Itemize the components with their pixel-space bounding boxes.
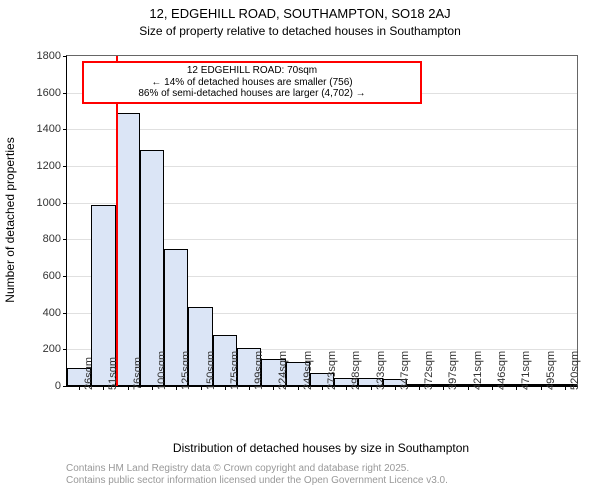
annotation-line-2: ← 14% of detached houses are smaller (75… [90, 77, 414, 89]
x-tick-mark [128, 386, 129, 390]
x-tick-mark [176, 386, 177, 390]
x-tick-mark [516, 386, 517, 390]
x-tick-mark [201, 386, 202, 390]
y-tick-mark [63, 349, 67, 350]
x-tick-mark [322, 386, 323, 390]
y-gridline [67, 129, 577, 130]
data-attribution: Contains HM Land Registry data © Crown c… [66, 463, 448, 487]
y-tick-mark [63, 239, 67, 240]
chart-title-line1: 12, EDGEHILL ROAD, SOUTHAMPTON, SO18 2AJ [0, 6, 600, 21]
y-tick-mark [63, 276, 67, 277]
x-tick-mark [565, 386, 566, 390]
x-tick-mark [249, 386, 250, 390]
x-tick-mark [298, 386, 299, 390]
histogram-bar [116, 113, 140, 386]
x-tick-mark [225, 386, 226, 390]
x-tick-mark [492, 386, 493, 390]
y-axis-label: Number of detached properties [3, 137, 17, 302]
x-tick-mark [273, 386, 274, 390]
x-tick-mark [346, 386, 347, 390]
y-tick-mark [63, 203, 67, 204]
x-tick-mark [419, 386, 420, 390]
plot-area: 02004006008001000120014001600180026sqm51… [66, 55, 578, 387]
x-tick-mark [395, 386, 396, 390]
x-tick-mark [103, 386, 104, 390]
x-tick-label: 520sqm [569, 351, 581, 390]
y-tick-mark [63, 386, 67, 387]
x-tick-mark [152, 386, 153, 390]
property-marker-line [116, 56, 118, 386]
y-tick-mark [63, 93, 67, 94]
y-tick-mark [63, 166, 67, 167]
x-axis-label: Distribution of detached houses by size … [66, 441, 576, 455]
x-tick-mark [468, 386, 469, 390]
x-tick-mark [79, 386, 80, 390]
annotation-line-1: 12 EDGEHILL ROAD: 70sqm [90, 65, 414, 77]
y-tick-mark [63, 313, 67, 314]
y-tick-mark [63, 129, 67, 130]
annotation-line-3: 86% of semi-detached houses are larger (… [90, 88, 414, 100]
y-tick-mark [63, 56, 67, 57]
x-tick-mark [443, 386, 444, 390]
chart-title-line2: Size of property relative to detached ho… [0, 24, 600, 38]
x-tick-mark [541, 386, 542, 390]
x-tick-mark [371, 386, 372, 390]
property-annotation: 12 EDGEHILL ROAD: 70sqm← 14% of detached… [82, 61, 422, 104]
caption-line-2: Contains public sector information licen… [66, 475, 448, 487]
caption-line-1: Contains HM Land Registry data © Crown c… [66, 463, 448, 475]
